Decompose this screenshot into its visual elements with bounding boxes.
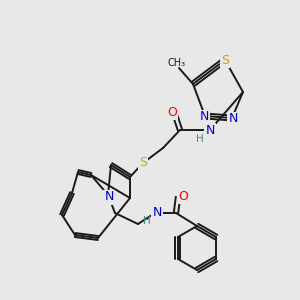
Text: CH₃: CH₃ [168,58,186,68]
Text: O: O [167,106,177,118]
Text: H: H [196,134,204,144]
Text: N: N [205,124,215,136]
Text: O: O [178,190,188,202]
Text: H: H [143,216,151,226]
Text: S: S [139,157,147,169]
Text: S: S [221,53,229,67]
Text: N: N [228,112,238,125]
Text: N: N [104,190,114,203]
Text: N: N [152,206,162,218]
Text: N: N [199,110,209,124]
